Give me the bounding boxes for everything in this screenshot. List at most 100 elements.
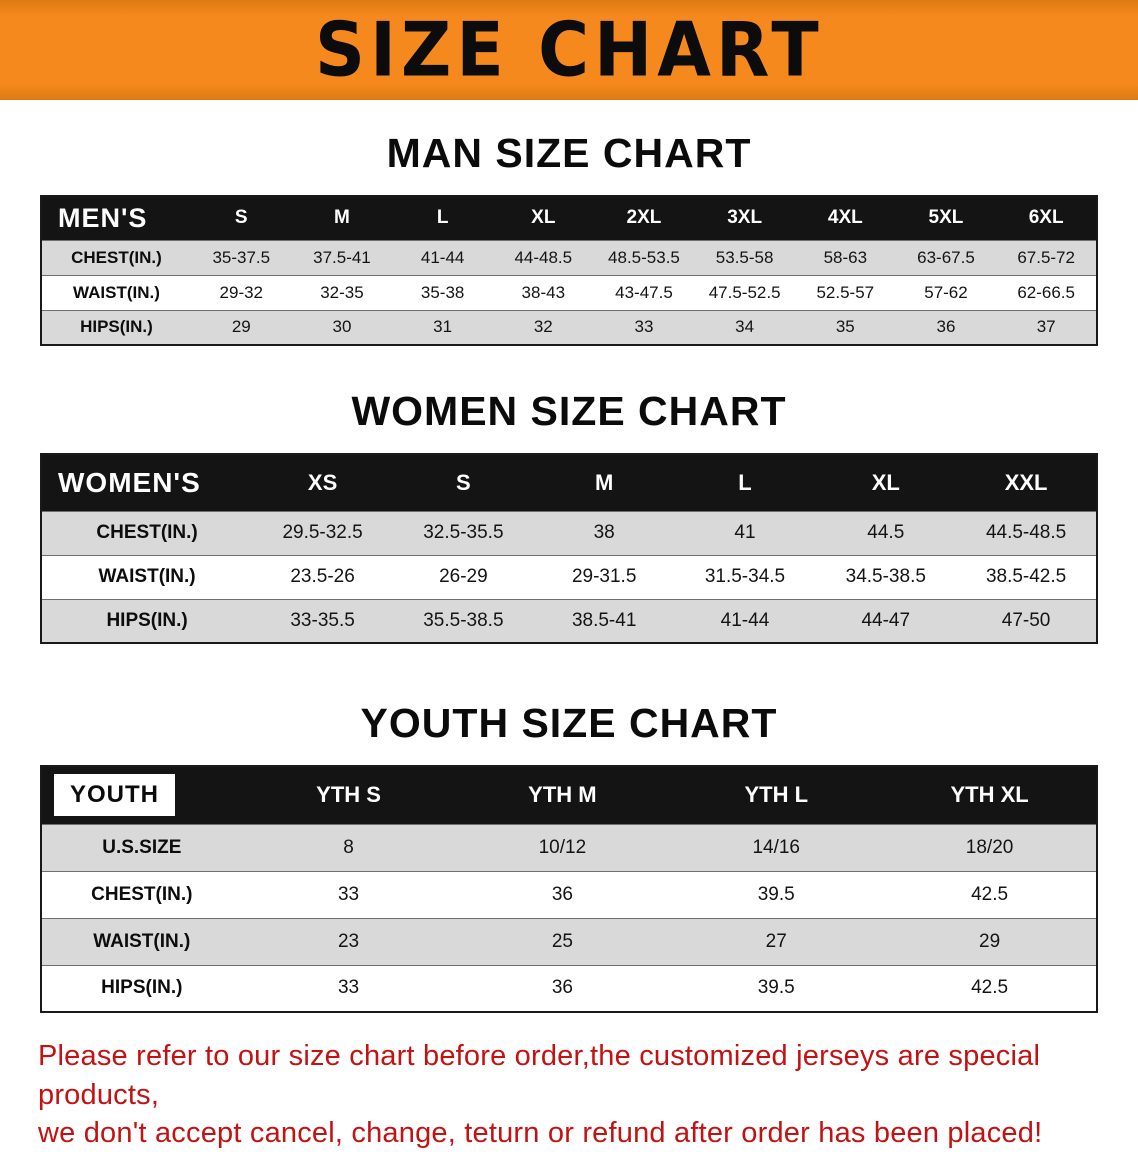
youth-value-cell: 33 <box>337 977 360 999</box>
men-value-cell: 38-43 <box>521 282 566 302</box>
men-row-label: HIPS(IN.) <box>80 317 153 337</box>
youth-value-cell: 39.5 <box>757 977 795 999</box>
men-value-cell: 62-66.5 <box>1017 282 1075 302</box>
youth-row-label: HIPS(IN.) <box>101 977 183 999</box>
youth-value-cell: 39.5 <box>757 883 795 905</box>
youth-value-cell: 42.5 <box>971 883 1009 905</box>
men-value-cell: 35-38 <box>420 282 465 302</box>
men-size-table: MEN'S S M L XL 2XL 3XL 4XL 5XL 6XL CHEST(IN.) 35-37… <box>40 195 1098 346</box>
youth-value-cell: 18/20 <box>965 836 1014 858</box>
men-value-cell: 29-32 <box>219 282 264 302</box>
men-value-cell: 47.5-52.5 <box>708 282 781 302</box>
title-banner: SIZE CHART <box>0 0 1138 100</box>
women-value-cell: 34.5-38.5 <box>845 566 926 587</box>
women-value-cell: 33-35.5 <box>290 609 355 631</box>
women-value-cell: 44.5-48.5 <box>985 522 1067 543</box>
men-value-cell: 57-62 <box>924 282 968 302</box>
men-value-cell: 67.5-72 <box>1017 247 1075 267</box>
women-value-cell: 38 <box>593 522 615 543</box>
men-value-cell: 30 <box>332 317 352 337</box>
size-chart-sections: MAN SIZE CHART MEN'S S M L XL 2XL 3XL 4XL 5XL 6XL C… <box>0 130 1138 1013</box>
men-value-cell: 43-47.5 <box>615 282 673 302</box>
youth-size-header-yth-l: YTH L <box>669 766 884 824</box>
youth-value-cell: 27 <box>765 930 787 952</box>
youth-row-label: WAIST(IN.) <box>93 930 191 952</box>
women-value-cell: 32.5-35.5 <box>423 522 504 543</box>
order-notice: Please refer to our size chart before or… <box>38 1037 1100 1153</box>
men-value-cell: 44-48.5 <box>514 247 573 267</box>
women-size-header-l: L <box>674 454 816 511</box>
men-table-title: MEN'S <box>41 196 191 240</box>
men-value-cell: 53.5-58 <box>715 247 774 267</box>
men-value-cell: 48.5-53.5 <box>608 247 680 267</box>
women-row-label: CHEST(IN.) <box>96 522 198 543</box>
men-measurement-row: CHEST(IN.) 35-37.5 37.5-41 41-44 44-48.5 48.5… <box>41 240 1097 275</box>
youth-value-cell: 36 <box>551 977 573 999</box>
women-measurement-row: HIPS(IN.) 33-35.5 35.5-38.5 38.5-41 41-44 44-… <box>41 599 1097 643</box>
women-value-cell: 29.5-32.5 <box>282 522 363 543</box>
men-value-cell: 34 <box>735 317 755 337</box>
youth-measurement-row: CHEST(IN.) 33 36 39.5 42.5 <box>41 871 1097 918</box>
men-value-cell: 52.5-57 <box>816 282 875 302</box>
youth-row-label: CHEST(IN.) <box>91 883 193 905</box>
youth-measurement-row: HIPS(IN.) 33 36 39.5 42.5 <box>41 965 1097 1012</box>
youth-size-header-yth-s: YTH S <box>241 766 456 824</box>
youth-size-table: YOUTH YTH S YTH M YTH L YTH XL U.S.SIZE 8 10/12… <box>40 765 1098 1013</box>
women-size-header-xs: XS <box>252 454 393 511</box>
youth-measurement-row: U.S.SIZE 8 10/12 14/16 18/20 <box>41 824 1097 871</box>
men-row-label: CHEST(IN.) <box>71 247 162 267</box>
men-measurement-row: HIPS(IN.) 29 30 31 32 33 34 35 36 37 <box>41 310 1097 345</box>
women-value-cell: 38.5-42.5 <box>985 566 1067 587</box>
youth-value-cell: 8 <box>343 836 354 858</box>
women-section-heading: WOMEN SIZE CHART <box>351 388 787 434</box>
women-value-cell: 31.5-34.5 <box>704 566 786 587</box>
men-size-header-6xl: 6XL <box>996 196 1097 240</box>
women-table-title: WOMEN'S <box>41 454 253 511</box>
men-value-cell: 32-35 <box>320 282 364 302</box>
men-size-section: MAN SIZE CHART MEN'S S M L XL 2XL 3XL 4XL 5XL 6XL C… <box>0 130 1138 346</box>
women-size-header-s: S <box>392 454 534 511</box>
youth-row-label: U.S.SIZE <box>102 836 182 858</box>
men-value-cell: 37.5-41 <box>313 247 371 267</box>
youth-size-section: YOUTH SIZE CHART YOUTH YTH S YTH M YTH L YTH … <box>0 700 1138 1013</box>
women-value-cell: 29-31.5 <box>571 566 637 587</box>
youth-value-cell: 42.5 <box>971 977 1009 999</box>
women-size-header-xl: XL <box>815 454 957 511</box>
women-row-label: HIPS(IN.) <box>106 609 188 631</box>
women-size-header-xxl: XXL <box>956 454 1097 511</box>
men-size-header-4xl: 4XL <box>794 196 896 240</box>
women-value-cell: 26-29 <box>439 566 488 587</box>
men-value-cell: 29 <box>231 317 251 337</box>
women-value-cell: 47-50 <box>1001 609 1051 631</box>
women-value-cell: 44-47 <box>861 609 911 631</box>
women-size-header-m: M <box>533 454 675 511</box>
women-measurement-row: CHEST(IN.) 29.5-32.5 32.5-35.5 38 41 44.5 44.5… <box>41 511 1097 555</box>
youth-header-row: YOUTH YTH S YTH M YTH L YTH XL <box>41 766 1097 824</box>
women-measurement-row: WAIST(IN.) 23.5-26 26-29 29-31.5 31.5-34.5 34… <box>41 555 1097 599</box>
youth-value-cell: 10/12 <box>538 836 587 858</box>
men-section-heading: MAN SIZE CHART <box>386 130 752 176</box>
youth-section-heading: YOUTH SIZE CHART <box>360 700 778 746</box>
men-measurement-row: WAIST(IN.) 29-32 32-35 35-38 38-43 43-47.5 47.… <box>41 275 1097 310</box>
men-value-cell: 41-44 <box>420 247 465 267</box>
youth-value-cell: 36 <box>551 883 573 905</box>
youth-value-cell: 33 <box>337 883 360 905</box>
youth-value-cell: 25 <box>551 930 573 952</box>
women-value-cell: 35.5-38.5 <box>423 609 504 631</box>
women-value-cell: 41 <box>734 522 756 543</box>
women-header-row: WOMEN'S XS S M L XL XXL <box>41 454 1097 511</box>
women-row-label: WAIST(IN.) <box>98 566 196 587</box>
men-value-cell: 35 <box>835 317 855 337</box>
men-value-cell: 33 <box>634 317 654 337</box>
youth-size-header-yth-xl: YTH XL <box>883 766 1097 824</box>
men-value-cell: 58-63 <box>823 247 868 267</box>
youth-title-badge: YOUTH <box>54 774 175 817</box>
men-value-cell: 31 <box>433 317 453 337</box>
men-row-label: WAIST(IN.) <box>73 282 160 302</box>
men-size-header-2xl: 2XL <box>593 196 695 240</box>
men-size-header-m: M <box>291 196 393 240</box>
notice-line-1: Please refer to our size chart before or… <box>38 1040 1041 1111</box>
men-value-cell: 32 <box>533 317 553 337</box>
youth-value-cell: 14/16 <box>752 836 800 858</box>
